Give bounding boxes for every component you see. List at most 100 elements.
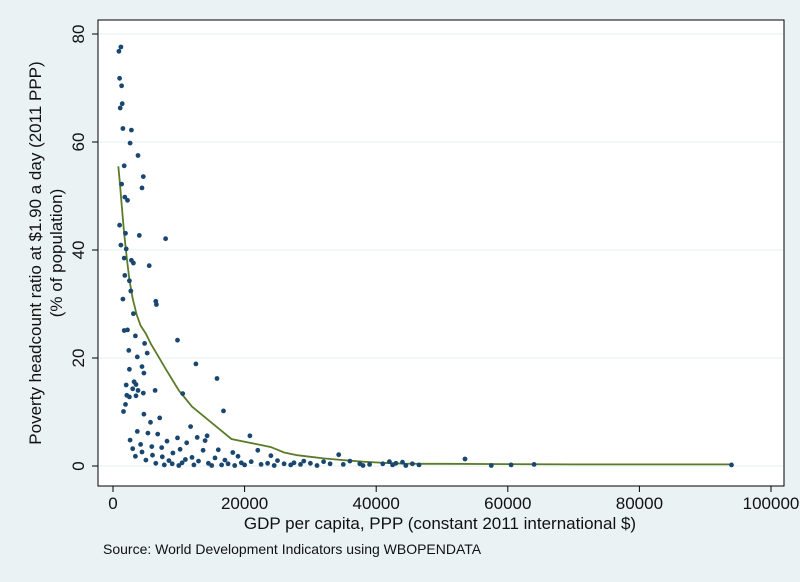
data-point (321, 459, 326, 465)
data-point (154, 302, 159, 307)
data-point (146, 263, 152, 269)
data-point (127, 140, 133, 146)
data-point (121, 163, 127, 169)
data-point (180, 391, 186, 396)
data-point (152, 388, 158, 393)
data-point (360, 463, 366, 468)
data-point (123, 246, 129, 252)
data-point (212, 455, 218, 461)
data-point (164, 438, 170, 444)
data-point (140, 390, 146, 396)
data-point (148, 419, 153, 425)
data-point (219, 462, 225, 468)
data-point (122, 273, 128, 278)
data-point (367, 462, 372, 467)
data-point (175, 337, 180, 343)
data-point (175, 435, 180, 441)
data-point (196, 458, 201, 464)
fitted-line (117, 166, 732, 466)
data-point (222, 457, 228, 463)
data-point (340, 462, 346, 467)
data-point (135, 388, 141, 393)
data-point (161, 462, 167, 468)
data-point (138, 442, 144, 447)
data-point (169, 461, 175, 467)
data-point (188, 424, 194, 429)
gridlines (99, 33, 783, 467)
data-point (117, 75, 122, 81)
data-point (416, 462, 422, 468)
data-point (462, 456, 468, 462)
data-point (314, 463, 320, 468)
data-point (380, 461, 386, 467)
y-axis-title-line-2: (% of population) (47, 189, 66, 318)
data-point (232, 463, 238, 468)
y-axis-title-line-1: Poverty headcount ratio at $1.90 a day (… (26, 61, 45, 444)
data-point (191, 462, 197, 468)
data-point (139, 185, 145, 191)
data-point (128, 288, 134, 294)
data-point (488, 463, 494, 468)
data-point (144, 350, 150, 356)
data-point (508, 462, 514, 468)
data-point (184, 440, 190, 446)
data-point (126, 278, 132, 284)
data-point (390, 462, 395, 468)
data-point (248, 459, 254, 465)
data-point (336, 452, 342, 458)
data-point (143, 457, 149, 463)
x-axis-title: GDP per capita, PPP (constant 2011 inter… (244, 514, 636, 533)
data-point (202, 438, 208, 443)
data-point (118, 242, 124, 248)
data-point (131, 311, 136, 317)
data-point (134, 354, 140, 360)
data-point (157, 415, 163, 421)
data-point (163, 236, 169, 242)
data-point (123, 402, 128, 407)
data-point (531, 462, 537, 467)
data-point (235, 453, 241, 459)
data-point (221, 408, 226, 414)
data-point (126, 348, 132, 353)
data-point (400, 459, 405, 465)
data-point (120, 296, 126, 302)
data-point (117, 105, 123, 111)
data-point (268, 453, 274, 459)
data-point (142, 341, 148, 346)
data-point (176, 463, 182, 468)
y-tick-label: 0 (69, 461, 88, 470)
data-point (119, 181, 124, 187)
data-point (116, 48, 122, 54)
data-point (126, 366, 132, 372)
data-point (166, 458, 172, 463)
data-point (149, 444, 155, 449)
data-point (177, 446, 183, 452)
data-point (126, 394, 132, 400)
axes-layer: 0 20 40 60 80 0 20000 40000 60000 80000 100000 (69, 25, 799, 513)
x-tick-label: 20000 (221, 494, 268, 513)
data-point (135, 153, 141, 158)
data-point (121, 409, 126, 414)
x-tick-label: 40000 (353, 494, 400, 513)
data-point (347, 458, 353, 464)
data-point (122, 194, 128, 200)
y-tick-label: 80 (69, 25, 88, 44)
x-tick-label: 0 (108, 494, 117, 513)
data-point (140, 174, 146, 180)
data-point (136, 233, 142, 238)
data-point (134, 429, 140, 434)
data-point (125, 327, 130, 333)
data-point (119, 101, 125, 107)
data-point (141, 370, 147, 376)
data-point (150, 452, 155, 458)
source-note: Source: World Development Indicators usi… (103, 541, 482, 557)
data-point (200, 447, 206, 453)
data-point (139, 449, 145, 455)
data-point (127, 437, 133, 443)
data-point (209, 463, 215, 468)
x-tick-label: 100000 (743, 494, 800, 513)
data-point (130, 446, 136, 452)
data-point (139, 364, 145, 369)
data-point (242, 462, 248, 468)
